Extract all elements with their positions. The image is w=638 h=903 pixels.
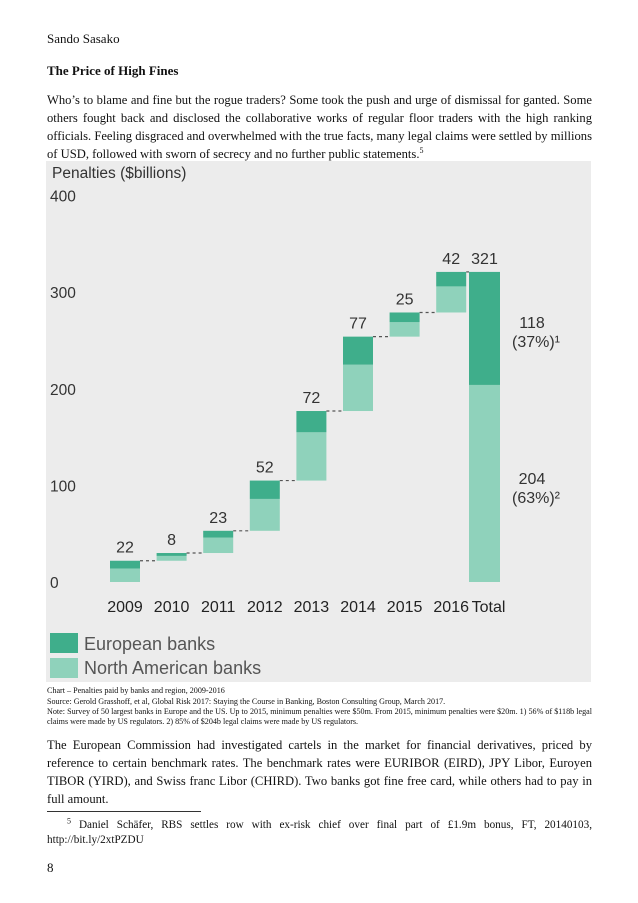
y-tick-label: 100 xyxy=(50,478,76,495)
y-axis-label: Penalties ($billions) xyxy=(52,165,186,182)
y-tick-label: 0 xyxy=(50,575,59,592)
x-tick-label: 2012 xyxy=(247,599,283,616)
bar-north-american xyxy=(110,568,140,582)
chart-caption-note: Note: Survey of 50 largest banks in Euro… xyxy=(47,707,592,727)
total-value-label: 321 xyxy=(471,251,498,268)
bar-european xyxy=(249,480,280,499)
legend-label-european: European banks xyxy=(84,634,215,654)
total-north-american-share: (63%)² xyxy=(512,490,561,507)
paragraph-intro: Who’s to blame and fine but the rogue tr… xyxy=(47,91,592,163)
footnote-number: 5 xyxy=(67,816,71,826)
bar-value-label: 8 xyxy=(167,532,176,549)
bar-value-label: 42 xyxy=(442,251,460,268)
total-bar-north-american xyxy=(469,384,500,582)
x-tick-label: 2013 xyxy=(294,599,330,616)
bar-value-label: 25 xyxy=(396,291,414,308)
x-tick-label: 2015 xyxy=(387,599,423,616)
x-tick-label: 2010 xyxy=(154,599,190,616)
x-tick-label: 2014 xyxy=(340,599,376,616)
total-north-american-amount: 204 xyxy=(519,471,546,488)
x-tick-label: 2016 xyxy=(433,599,469,616)
bar-value-label: 22 xyxy=(116,540,134,557)
footnote: 5 Daniel Schäfer, RBS settles row with e… xyxy=(47,816,593,848)
running-header: Sando Sasako xyxy=(47,31,120,46)
bar-north-american xyxy=(343,364,373,412)
paragraph-benchmarks: The European Commission had investigated… xyxy=(47,738,592,806)
bar-value-label: 23 xyxy=(209,510,227,527)
bar-north-american xyxy=(389,322,420,337)
bar-north-american xyxy=(296,432,327,481)
legend-label-north-american: North American banks xyxy=(84,658,261,678)
legend-swatch-north-american xyxy=(50,658,78,678)
x-tick-label: 2009 xyxy=(107,599,143,616)
footnote-ref[interactable]: 5 xyxy=(419,145,424,155)
penalties-chart: Penalties ($billions) 0 100 200 300 400 22 8 23 5… xyxy=(50,165,561,678)
bar-european xyxy=(296,411,327,433)
bar-european xyxy=(110,560,140,569)
bar-north-american xyxy=(203,537,234,554)
bar-north-american xyxy=(436,286,467,313)
footnote-text: Daniel Schäfer, RBS settles row with ex-… xyxy=(47,819,593,846)
bar-north-american xyxy=(249,498,280,531)
y-tick-label: 300 xyxy=(50,285,76,302)
chart-caption-source: Source: Gerold Grasshoff, et al, Global … xyxy=(47,697,446,706)
section-title: The Price of High Fines xyxy=(47,63,179,78)
bar-european xyxy=(203,530,234,538)
bar-value-label: 72 xyxy=(303,390,321,407)
footnote-divider xyxy=(47,811,201,812)
page-number: 8 xyxy=(47,860,54,875)
chart-caption-title: Chart – Penalties paid by banks and regi… xyxy=(47,686,225,695)
x-tick-label: Total xyxy=(472,599,506,616)
chart-panel: Penalties ($billions) 0 100 200 300 400 22 8 23 5… xyxy=(46,161,591,682)
bar-european xyxy=(343,336,373,365)
bar-european xyxy=(156,553,187,556)
total-european-amount: 118 xyxy=(519,315,545,332)
y-tick-label: 400 xyxy=(50,189,76,206)
paragraph-intro-text: Who’s to blame and fine but the rogue tr… xyxy=(47,93,592,161)
y-tick-label: 200 xyxy=(50,382,76,399)
bar-european xyxy=(436,271,467,287)
legend-swatch-european xyxy=(50,633,78,653)
bar-value-label: 77 xyxy=(349,316,367,333)
total-bar-european xyxy=(469,271,500,385)
total-european-share: (37%)¹ xyxy=(512,334,560,351)
bar-european xyxy=(389,312,420,323)
bar-value-label: 52 xyxy=(256,460,274,477)
x-tick-label: 2011 xyxy=(201,599,236,616)
bar-north-american xyxy=(156,555,187,561)
